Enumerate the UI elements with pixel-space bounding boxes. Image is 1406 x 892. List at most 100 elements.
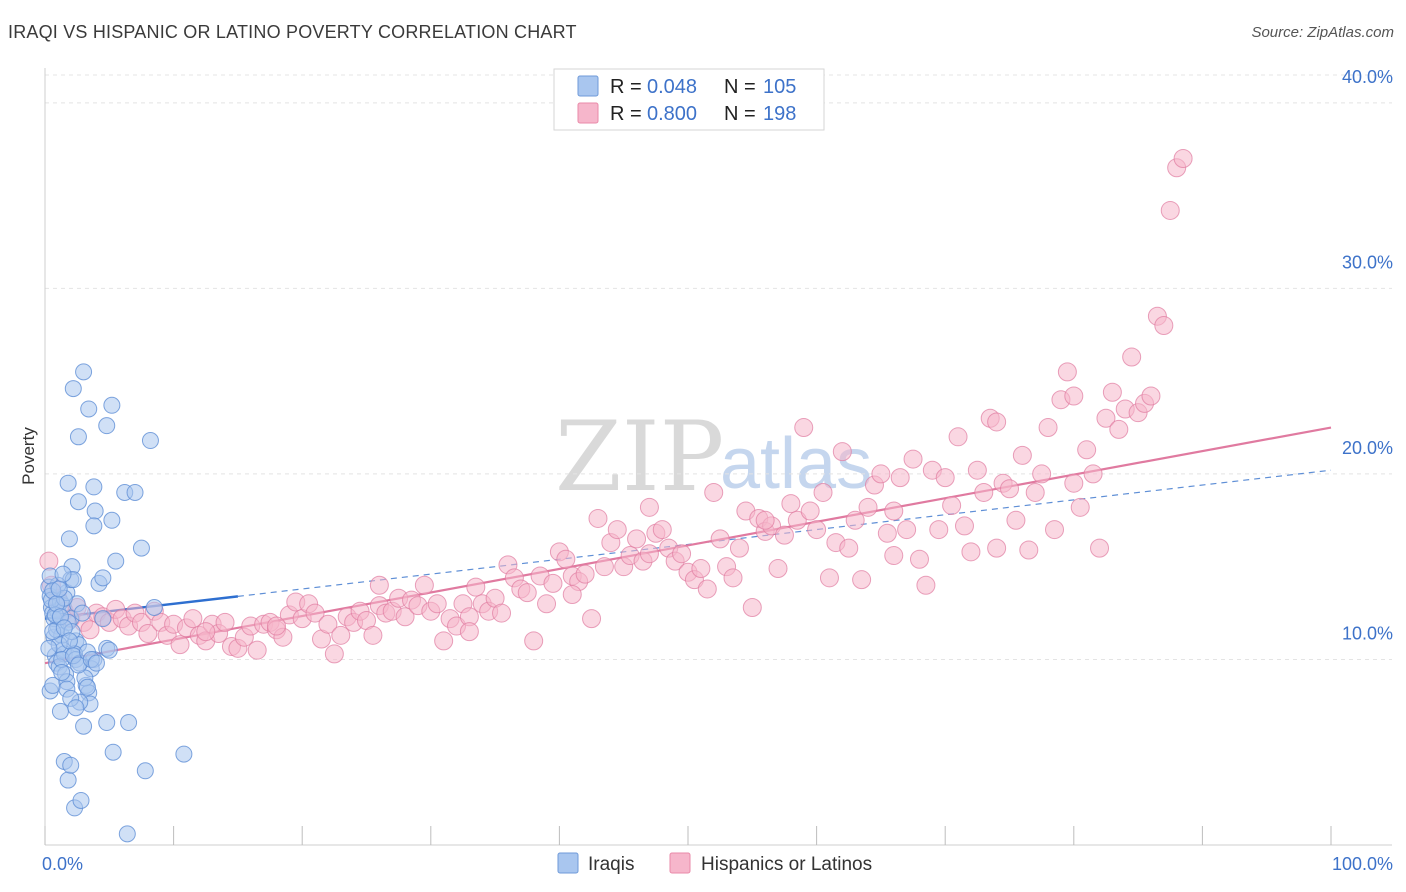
hispanic-point: [987, 412, 1007, 432]
hispanic-point: [691, 559, 711, 579]
iraqi-point: [50, 580, 68, 598]
legend-frame: [553, 68, 825, 131]
hispanic-point: [942, 495, 962, 515]
hispanic-point: [1141, 386, 1161, 406]
hispanic-point: [318, 614, 338, 634]
axes: [44, 68, 1392, 846]
legend-r-label: R =: [610, 76, 642, 98]
hispanic-point: [266, 616, 286, 636]
hispanic-point: [1064, 386, 1084, 406]
hispanic-point: [1109, 419, 1129, 439]
iraqi-point: [103, 511, 121, 529]
iraqi-point: [94, 569, 112, 587]
legend-n-label: N =: [724, 103, 756, 125]
iraqi-point: [100, 641, 118, 659]
hispanic-point: [1064, 473, 1084, 493]
chart-title: IRAQI VS HISPANIC OR LATINO POVERTY CORR…: [8, 22, 577, 42]
hispanic-point: [215, 612, 235, 632]
iraqi-point: [72, 791, 90, 809]
iraqi-point: [62, 756, 80, 774]
hispanic-point: [196, 622, 216, 642]
hispanic-point: [1102, 382, 1122, 402]
hispanic-point: [839, 538, 859, 558]
iraqi-point: [107, 552, 125, 570]
hispanic-point: [39, 551, 59, 571]
iraqi-point: [51, 702, 69, 720]
hispanic-point: [813, 482, 833, 502]
iraqi-point: [60, 530, 78, 548]
watermark-zip: ZIP: [555, 401, 724, 513]
hispanic-point: [852, 570, 872, 590]
iraqi-point: [175, 745, 193, 763]
hispanic-point: [138, 623, 158, 643]
hispanic-point: [787, 510, 807, 530]
hispanic-point: [884, 546, 904, 566]
legend-n-value: 198: [763, 103, 796, 125]
hispanic-point: [729, 538, 749, 558]
hispanic-point: [800, 501, 820, 521]
hispanic-point: [594, 557, 614, 577]
hispanic-point: [331, 625, 351, 645]
iraqi-points: [40, 363, 193, 843]
hispanic-point: [832, 442, 852, 462]
iraqi-point: [98, 714, 116, 732]
hispanic-point: [819, 568, 839, 588]
iraqi-point: [132, 539, 150, 557]
x-tick-label-min: 0.0%: [42, 854, 83, 874]
watermark-atlas: atlas: [720, 424, 872, 504]
iraqi-point: [78, 678, 96, 696]
hispanic-point: [639, 544, 659, 564]
iraqi-point: [87, 654, 105, 672]
hispanic-point: [582, 609, 602, 629]
hispanic-point: [1032, 464, 1052, 484]
legend-r-label: R =: [610, 103, 642, 125]
hispanic-point: [697, 579, 717, 599]
correlation-legend: R = 0.048 N = 105 R = 0.800 N = 198: [553, 68, 825, 131]
hispanic-point: [652, 520, 672, 540]
hispanic-point: [710, 529, 730, 549]
hispanic-point: [466, 577, 486, 597]
iraqi-point: [120, 714, 138, 732]
bottom-legend-label-hispanics: Hispanics or Latinos: [701, 854, 872, 875]
hispanic-point: [562, 585, 582, 605]
iraqi-point: [53, 663, 71, 681]
hispanic-point: [1077, 440, 1097, 460]
hispanic-point: [974, 482, 994, 502]
hispanic-point: [897, 520, 917, 540]
iraqi-point: [118, 825, 136, 843]
bottom-legend-label-iraqis: Iraqis: [588, 854, 634, 875]
hispanic-point: [672, 544, 692, 564]
iraqi-point: [75, 363, 93, 381]
hispanic-point: [1012, 445, 1032, 465]
hispanic-point: [1173, 148, 1193, 168]
iraqi-point: [69, 493, 87, 511]
legend-swatch-hispanics: [577, 102, 599, 124]
hispanic-point: [305, 603, 325, 623]
iraqi-point: [73, 604, 91, 622]
hispanic-point: [537, 594, 557, 614]
hispanic-point: [1006, 510, 1026, 530]
iraqi-point: [85, 478, 103, 496]
iraqi-point: [64, 380, 82, 398]
y-tick-label: 30.0%: [1342, 252, 1393, 272]
y-tick-label: 10.0%: [1342, 623, 1393, 643]
hispanic-point: [1025, 482, 1045, 502]
hispanic-point: [492, 603, 512, 623]
hispanic-point: [774, 525, 794, 545]
source-label: Source: ZipAtlas.com: [1251, 24, 1394, 41]
bottom-legend-swatch-iraqis: [557, 852, 579, 874]
series-legend: Iraqis Hispanics or Latinos: [557, 852, 872, 875]
iraqi-point: [145, 599, 163, 617]
legend-row-hispanics: R = 0.800 N = 198: [577, 102, 796, 125]
iraqi-point: [103, 396, 121, 414]
legend-n-value: 105: [763, 76, 796, 98]
hispanic-point: [369, 575, 389, 595]
iraqi-point: [98, 417, 116, 435]
hispanic-point: [170, 635, 190, 655]
iraqi-point: [69, 428, 87, 446]
iraqi-point: [126, 483, 144, 501]
hispanic-point: [909, 549, 929, 569]
iraqi-point: [136, 762, 154, 780]
hispanic-point: [427, 594, 447, 614]
